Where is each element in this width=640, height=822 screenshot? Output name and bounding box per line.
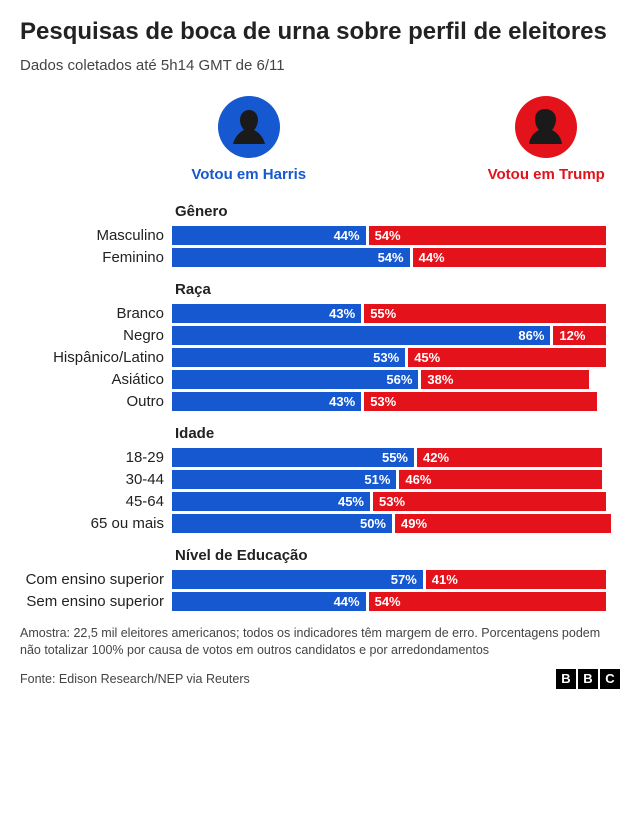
trump-bar: 53% [373, 492, 606, 511]
trump-bar: 49% [395, 514, 611, 533]
row-label: Branco [20, 305, 172, 322]
trump-bar: 53% [364, 392, 597, 411]
row-label: Feminino [20, 249, 172, 266]
bar-group: 57%41% [172, 570, 620, 589]
row-label: Asiático [20, 371, 172, 388]
data-row: Masculino44%54% [20, 226, 620, 245]
trump-bar: 38% [421, 370, 588, 389]
data-row: 45-6445%53% [20, 492, 620, 511]
row-label: Sem ensino superior [20, 593, 172, 610]
row-label: 30-44 [20, 471, 172, 488]
harris-bar: 45% [172, 492, 370, 511]
legend: Votou em Harris Votou em Trump [175, 96, 620, 183]
row-label: Outro [20, 393, 172, 410]
harris-bar: 55% [172, 448, 414, 467]
section-title: Idade [175, 425, 620, 442]
trump-bar: 46% [399, 470, 601, 489]
trump-bar: 54% [369, 592, 607, 611]
harris-silhouette-icon [218, 96, 280, 158]
bar-group: 44%54% [172, 592, 620, 611]
data-row: Feminino54%44% [20, 248, 620, 267]
section: Nível de EducaçãoCom ensino superior57%4… [20, 547, 620, 611]
bar-group: 51%46% [172, 470, 620, 489]
harris-bar: 43% [172, 392, 361, 411]
data-row: 18-2955%42% [20, 448, 620, 467]
trump-bar: 41% [426, 570, 606, 589]
harris-bar: 86% [172, 326, 550, 345]
row-label: Negro [20, 327, 172, 344]
source-line: Fonte: Edison Research/NEP via Reuters [20, 672, 250, 686]
footnote: Amostra: 22,5 mil eleitores americanos; … [20, 625, 620, 659]
trump-legend-label: Votou em Trump [488, 166, 605, 183]
section: GêneroMasculino44%54%Feminino54%44% [20, 203, 620, 267]
chart-title: Pesquisas de boca de urna sobre perfil d… [20, 18, 620, 47]
data-row: Hispânico/Latino53%45% [20, 348, 620, 367]
bbc-logo-letter: B [578, 669, 598, 689]
data-row: 30-4451%46% [20, 470, 620, 489]
data-row: Branco43%55% [20, 304, 620, 323]
data-row: Com ensino superior57%41% [20, 570, 620, 589]
bar-group: 45%53% [172, 492, 620, 511]
row-label: Hispânico/Latino [20, 349, 172, 366]
harris-bar: 43% [172, 304, 361, 323]
bbc-logo-letter: B [556, 669, 576, 689]
bar-group: 43%55% [172, 304, 620, 323]
candidate-harris: Votou em Harris [175, 96, 323, 183]
trump-bar: 12% [553, 326, 606, 345]
trump-bar: 44% [413, 248, 607, 267]
harris-bar: 50% [172, 514, 392, 533]
bar-group: 43%53% [172, 392, 620, 411]
section-title: Raça [175, 281, 620, 298]
trump-silhouette-icon [515, 96, 577, 158]
section: Idade18-2955%42%30-4451%46%45-6445%53%65… [20, 425, 620, 533]
harris-bar: 51% [172, 470, 396, 489]
section-title: Gênero [175, 203, 620, 220]
harris-bar: 44% [172, 226, 366, 245]
harris-legend-label: Votou em Harris [191, 166, 306, 183]
chart-body: GêneroMasculino44%54%Feminino54%44%RaçaB… [20, 203, 620, 611]
bbc-logo: BBC [556, 669, 620, 689]
candidate-trump: Votou em Trump [473, 96, 621, 183]
harris-bar: 44% [172, 592, 366, 611]
bar-group: 86%12% [172, 326, 620, 345]
trump-bar: 54% [369, 226, 607, 245]
trump-bar: 55% [364, 304, 606, 323]
bar-group: 53%45% [172, 348, 620, 367]
harris-bar: 54% [172, 248, 410, 267]
data-row: Asiático56%38% [20, 370, 620, 389]
bar-group: 55%42% [172, 448, 620, 467]
bar-group: 50%49% [172, 514, 620, 533]
row-label: 18-29 [20, 449, 172, 466]
trump-bar: 45% [408, 348, 606, 367]
data-row: 65 ou mais50%49% [20, 514, 620, 533]
harris-bar: 56% [172, 370, 418, 389]
harris-bar: 53% [172, 348, 405, 367]
data-row: Outro43%53% [20, 392, 620, 411]
row-label: 45-64 [20, 493, 172, 510]
chart-subtitle: Dados coletados até 5h14 GMT de 6/11 [20, 57, 620, 74]
section-title: Nível de Educação [175, 547, 620, 564]
bar-group: 44%54% [172, 226, 620, 245]
trump-bar: 42% [417, 448, 602, 467]
data-row: Sem ensino superior44%54% [20, 592, 620, 611]
harris-bar: 57% [172, 570, 423, 589]
row-label: 65 ou mais [20, 515, 172, 532]
row-label: Masculino [20, 227, 172, 244]
bbc-logo-letter: C [600, 669, 620, 689]
bar-group: 54%44% [172, 248, 620, 267]
section: RaçaBranco43%55%Negro86%12%Hispânico/Lat… [20, 281, 620, 411]
row-label: Com ensino superior [20, 571, 172, 588]
bar-group: 56%38% [172, 370, 620, 389]
data-row: Negro86%12% [20, 326, 620, 345]
